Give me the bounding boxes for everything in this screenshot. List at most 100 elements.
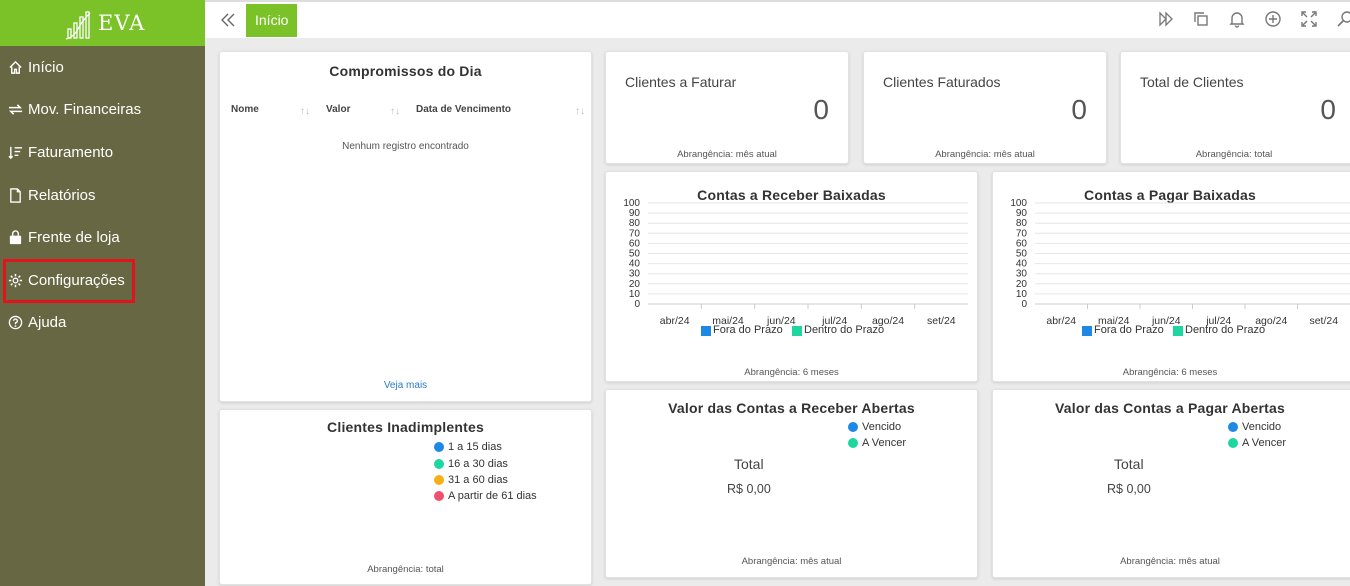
sidebar-item-faturamento[interactable]: Faturamento [0,132,205,172]
kpi-title: Clientes a Faturar [625,74,737,90]
search-icon[interactable] [1336,10,1350,28]
shopping-bag-icon [6,228,24,246]
contas-pagar-baixadas-card: Contas a Pagar Baixadas 0 10 20 30 40 50 60 70 8… [992,171,1350,382]
legend-label: A Vencer [1242,437,1287,449]
legend-label: Fora do Prazo [1094,324,1164,336]
contas-receber-baixadas-card: Contas a Receber Baixadas 0 10 20 30 40 50 60 7… [605,171,978,382]
y-tick-label: 80 [1016,218,1028,229]
kpi-card-total-de-clientes: Total de Clientes 0 Abrangência: total [1120,51,1350,164]
sidebar-item-ajuda[interactable]: Ajuda [0,302,205,342]
legend-dot [848,438,858,448]
y-tick-label: 80 [629,218,641,229]
sidebar-item-inicio[interactable]: Início [0,47,205,87]
card-title: Clientes Inadimplentes [327,419,484,435]
legend-swatch-fora-do-prazo [1082,326,1092,336]
legend-swatch-dentro-do-prazo [1173,326,1183,336]
y-tick-label: 30 [1016,269,1028,280]
add-circle-icon[interactable] [1264,10,1282,28]
sidebar-item-label: Frente de loja [28,228,120,246]
sort-icon[interactable]: ↑↓ [575,106,585,117]
sidebar-item-label: Faturamento [28,143,114,161]
column-header-nome[interactable]: Nome [231,104,259,115]
x-tick-label: jul/24 [1205,315,1231,327]
total-value: R$ 0,00 [727,482,771,496]
legend-swatch-fora-do-prazo [701,326,711,336]
legend-dot [434,475,444,485]
veja-mais-link[interactable]: Veja mais [383,380,428,391]
card-footer: Abrangência: total [1195,149,1273,160]
legend-label: A partir de 61 dias [448,490,537,502]
copy-icon[interactable] [1192,10,1210,28]
card-footer: Abrangência: total [367,564,444,575]
bell-icon[interactable] [1228,10,1246,28]
y-tick-label: 50 [1016,249,1028,260]
y-tick-label: 60 [629,238,641,249]
x-tick-label: jun/24 [1151,315,1181,327]
logo[interactable]: EVA [0,0,205,46]
y-tick-label: 70 [1016,228,1028,239]
card-title: Valor das Contas a Receber Abertas [668,400,915,416]
card-footer: Abrangência: 6 meses [744,367,839,378]
kpi-value: 0 [1320,94,1336,125]
y-tick-label: 0 [634,299,640,310]
legend-label: 16 a 30 dias [448,458,508,470]
sidebar-item-configuracoes[interactable]: Configurações [0,260,205,300]
tab-inicio[interactable]: Início [246,4,298,37]
legend-label: Dentro do Prazo [1185,324,1266,336]
y-tick-label: 20 [629,279,641,290]
sort-icon[interactable]: ↑↓ [300,106,310,117]
sidebar-item-label: Configurações [28,271,125,289]
sort-icon[interactable]: ↑↓ [390,106,400,117]
x-tick-label: set/24 [1309,315,1338,327]
compromissos-card: Compromissos do Dia Nome ↑↓ Valor ↑↓ Dat… [219,51,592,402]
contas-pagar-abertas-card: Valor das Contas a Pagar Abertas Vencido… [992,389,1350,578]
y-tick-label: 50 [629,249,641,260]
y-tick-label: 10 [629,289,641,300]
x-tick-label: abr/24 [1046,315,1076,327]
empty-message: Nenhum registro encontrado [342,141,469,152]
y-tick-label: 60 [1016,238,1028,249]
highlight-box [3,259,135,303]
x-tick-label: ago/24 [872,315,904,327]
kpi-value: 0 [813,94,829,125]
sidebar-item-label: Mov. Financeiras [28,100,142,118]
eva-logo-icon [65,11,91,40]
y-tick-label: 40 [629,259,641,270]
fullscreen-icon[interactable] [1300,10,1318,28]
gear-icon [6,271,24,289]
y-tick-label: 20 [1016,279,1028,290]
sidebar: EVA Início Mov. Financeiras Faturamento … [0,0,205,586]
clientes-inadimplentes-card: Clientes Inadimplentes 1 a 15 dias 16 a … [219,409,592,585]
help-circle-icon [6,313,24,331]
kpi-value: 0 [1071,94,1087,125]
y-tick-label: 10 [1016,289,1028,300]
kpi-title: Total de Clientes [1140,74,1244,90]
kpi-title: Clientes Faturados [883,74,1001,90]
total-label: Total [1114,456,1144,472]
x-tick-label: ago/24 [1255,315,1287,327]
card-footer: Abrangência: mês atual [677,149,777,160]
sidebar-item-frente-de-loja[interactable]: Frente de loja [0,217,205,257]
transfer-icon [6,100,24,118]
card-footer: Abrangência: 6 meses [1122,367,1218,378]
column-header-data-vencimento[interactable]: Data de Vencimento [416,104,512,115]
card-footer: Abrangência: mês atual [741,556,842,567]
column-header-valor[interactable]: Valor [326,104,351,115]
card-title: Compromissos do Dia [329,63,482,79]
card-title: Valor das Contas a Pagar Abertas [1055,400,1285,416]
sidebar-item-mov-financeiras[interactable]: Mov. Financeiras [0,89,205,129]
y-tick-label: 90 [629,208,641,219]
forward-icon[interactable] [1157,10,1175,28]
collapse-left-icon[interactable] [219,11,237,29]
chart-title: Contas a Pagar Baixadas [1084,187,1256,203]
y-tick-label: 100 [1010,198,1027,209]
x-tick-label: set/24 [927,315,956,327]
x-tick-label: jul/24 [821,315,847,327]
x-tick-label: jun/24 [766,315,796,327]
card-footer: Abrangência: mês atual [935,149,1035,160]
legend-label: Vencido [1242,421,1282,433]
sidebar-item-relatorios[interactable]: Relatórios [0,175,205,215]
legend-label: 31 a 60 dias [448,474,508,486]
contas-receber-abertas-card: Valor das Contas a Receber Abertas Venci… [605,389,978,578]
legend-dot [434,491,444,501]
